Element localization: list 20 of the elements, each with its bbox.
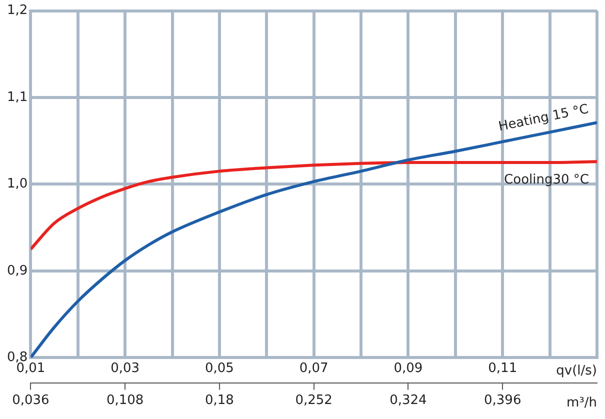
x2-tick-label: 0,18 (204, 392, 234, 408)
line-series (30, 160, 597, 251)
y-tick-label: 1,0 (6, 176, 28, 192)
x-axis-title: qv(l/s) (556, 363, 597, 378)
text: Heating 15 °C (497, 102, 590, 135)
x2-tick-label: 0,036 (12, 392, 50, 408)
x2-tick-label: 0,252 (295, 392, 332, 408)
series-label: Cooling30 °C (504, 172, 589, 188)
x-tick-label: 0,11 (488, 360, 518, 376)
y-tick-label: 0,9 (6, 263, 28, 278)
x-tick-label: 0,09 (394, 360, 423, 376)
x2-tick-label: 0,396 (484, 392, 522, 408)
x2-tick-label: 0,324 (390, 392, 427, 408)
x-tick-label: 0,07 (299, 360, 328, 376)
x-tick-label: 0,05 (204, 360, 234, 376)
x2-tick-label: 0,108 (106, 392, 144, 408)
x2-axis-title: m³/h (566, 396, 597, 411)
y-tick-label: 1,1 (6, 90, 28, 105)
y-tick-label: 1,2 (6, 3, 28, 18)
x-tick-label: 0,03 (110, 360, 140, 376)
